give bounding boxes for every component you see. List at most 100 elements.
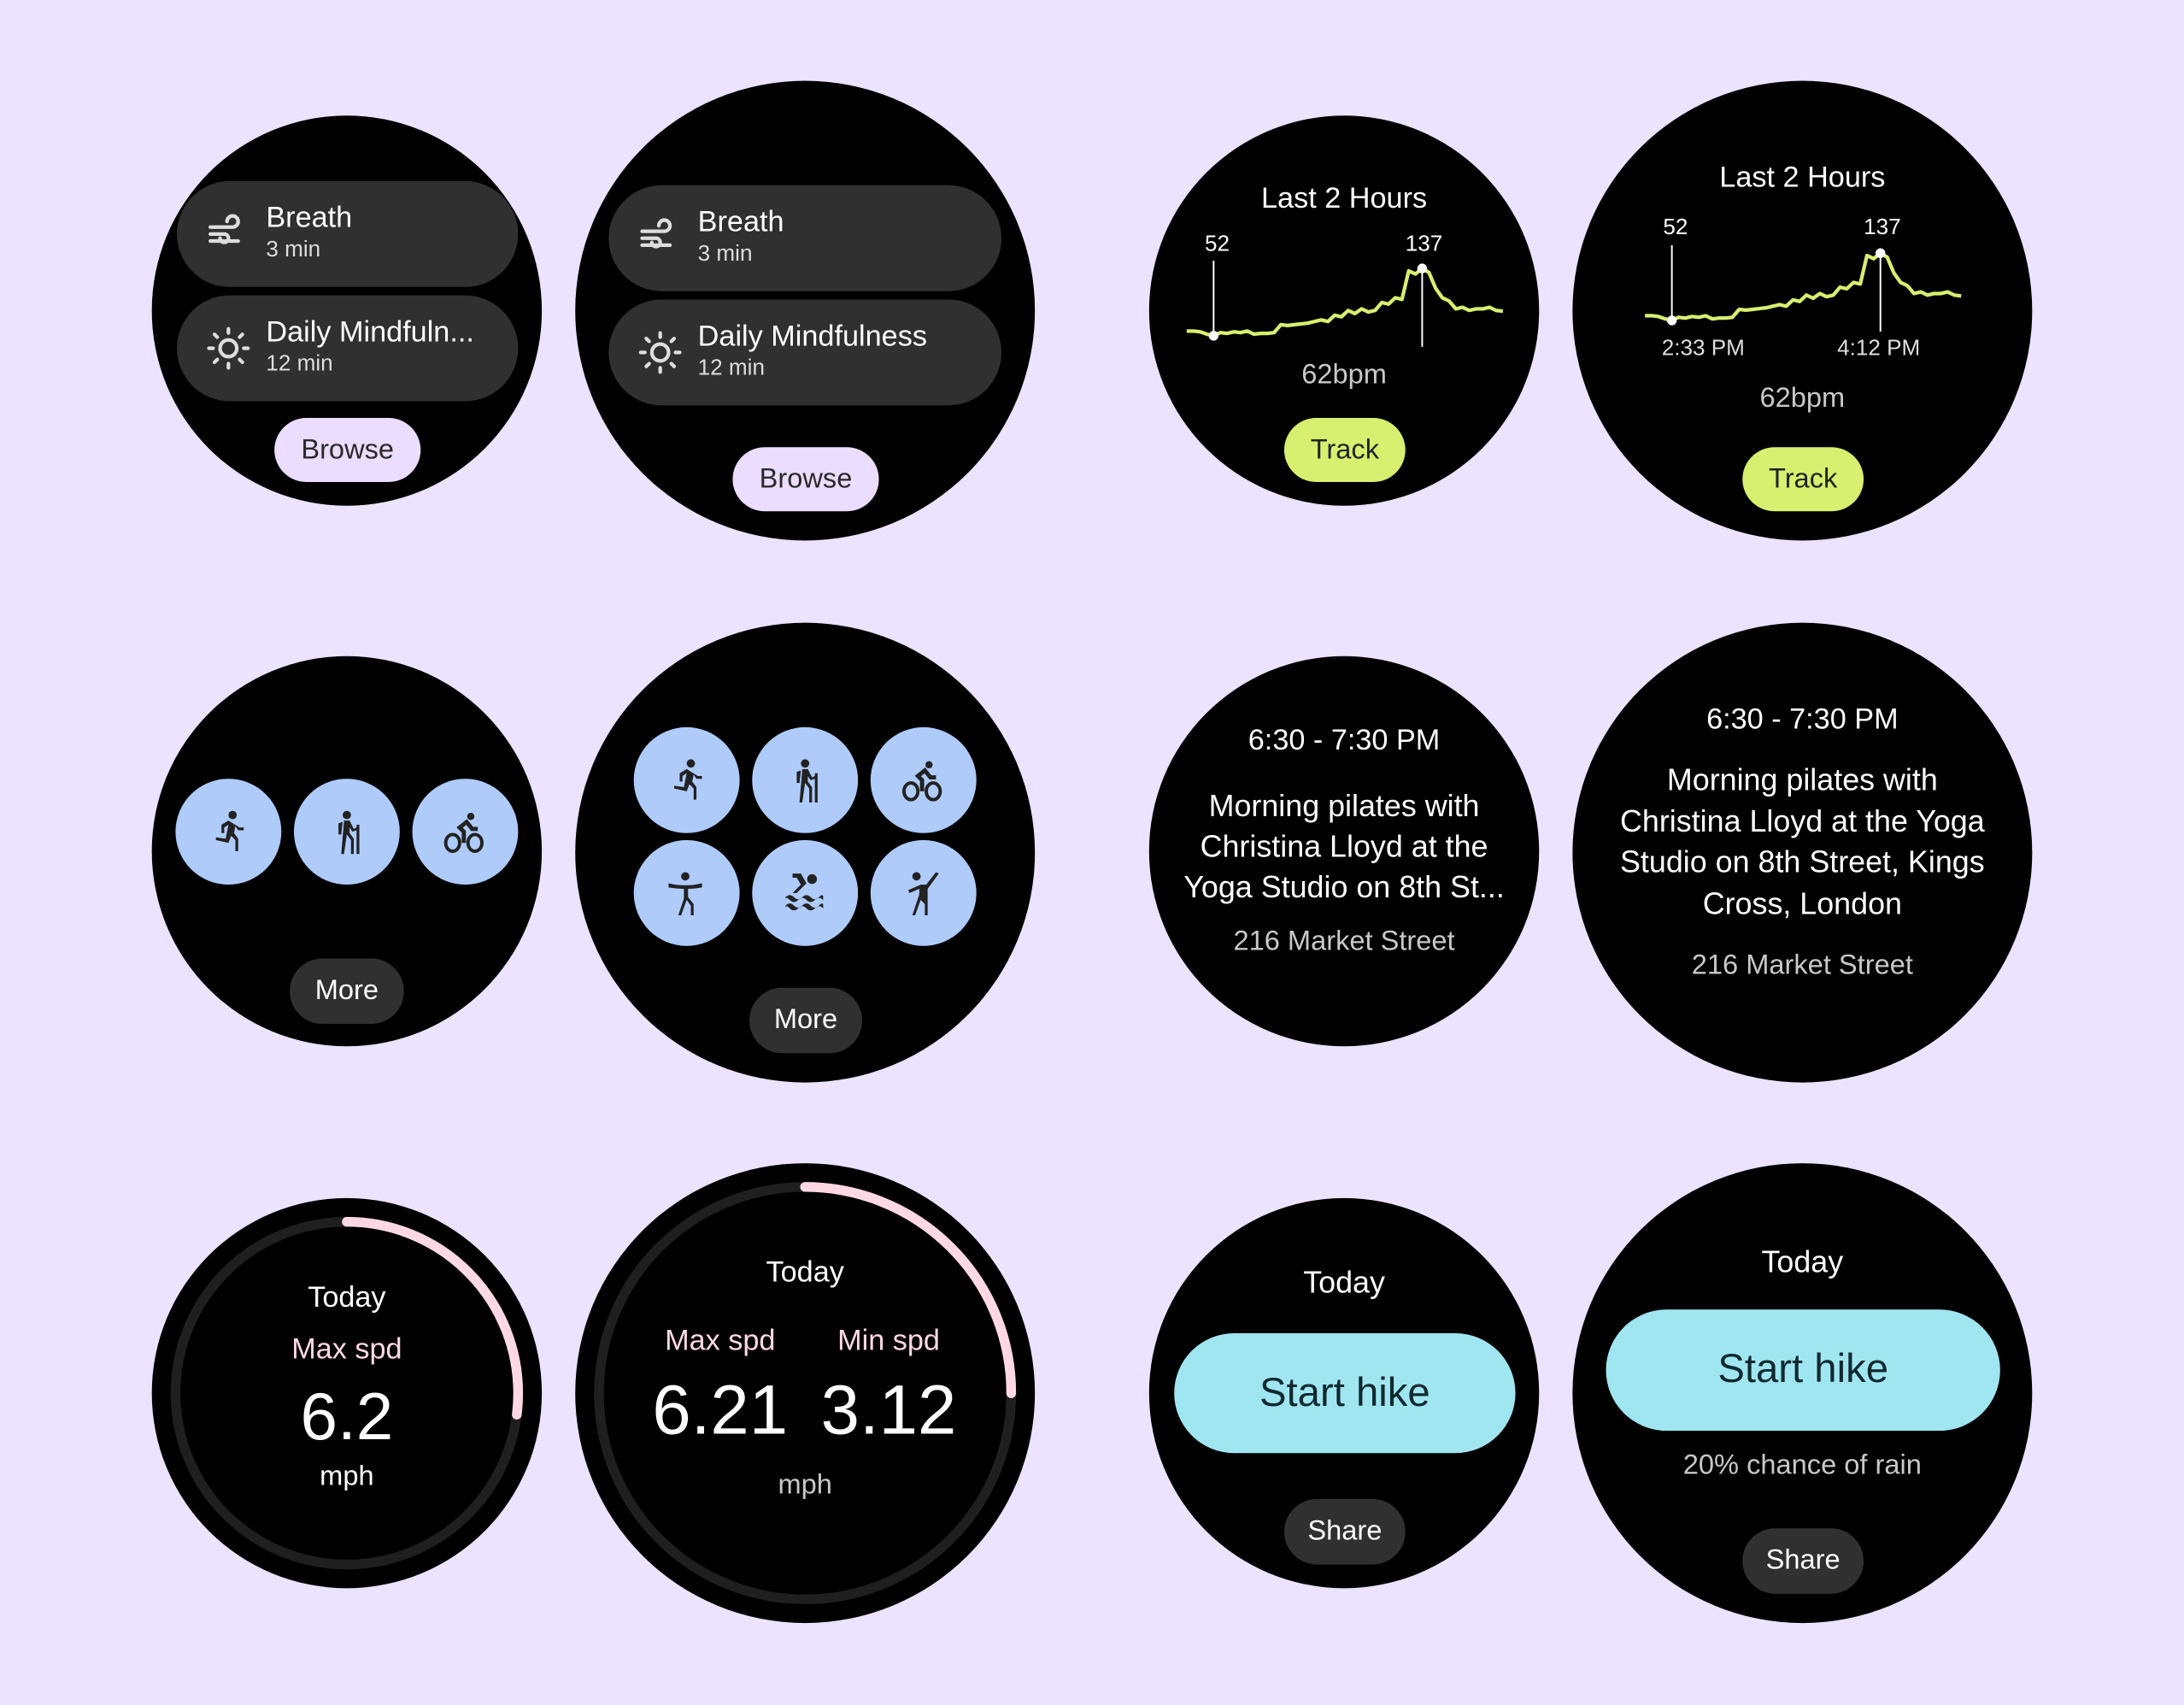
cycling-icon bbox=[442, 807, 489, 857]
max-label: 137 bbox=[1864, 215, 1901, 240]
yoga-icon bbox=[668, 872, 702, 915]
running-icon bbox=[215, 810, 244, 851]
min-speed-label: Min spd bbox=[837, 1325, 940, 1357]
hiking-button[interactable] bbox=[293, 779, 400, 885]
activities-watch-small: More bbox=[151, 656, 543, 1047]
min-time: 2:33 PM bbox=[1661, 337, 1745, 362]
bpm-value: 62bpm bbox=[1759, 383, 1846, 414]
event-time: 6:30 - 7:30 PM bbox=[1248, 724, 1441, 757]
event-time: 6:30 - 7:30 PM bbox=[1706, 703, 1899, 736]
swimming-button[interactable] bbox=[752, 839, 859, 946]
hike-title: Today bbox=[1303, 1265, 1385, 1300]
running-icon bbox=[673, 759, 702, 800]
max-speed-label: Max spd bbox=[291, 1333, 402, 1366]
event-line: Christina Lloyd at the Yoga bbox=[1620, 803, 1985, 838]
track-button[interactable]: Track bbox=[1742, 447, 1864, 512]
max-point bbox=[1417, 263, 1428, 273]
browse-button[interactable]: Browse bbox=[732, 447, 879, 512]
max-speed-value: 6.21 bbox=[652, 1371, 789, 1449]
share-button[interactable]: Share bbox=[1742, 1528, 1864, 1594]
more-button[interactable]: More bbox=[290, 958, 404, 1025]
event-line: Morning pilates with bbox=[1208, 788, 1480, 824]
sun-icon bbox=[637, 329, 684, 376]
chip-title: Daily Mindfuln... bbox=[266, 316, 474, 349]
heart-rate-line bbox=[1186, 267, 1504, 338]
chip-subtitle: 12 min bbox=[697, 356, 765, 381]
heart-rate-chart bbox=[1186, 260, 1504, 347]
heart-rate-watch-large: Last 2 Hours 52 137 2:33 PM 4:12 PM 62bp… bbox=[1572, 80, 2033, 541]
heart-rate-chart bbox=[1645, 244, 1962, 332]
min-point bbox=[1666, 315, 1677, 326]
max-speed-value: 6.2 bbox=[300, 1380, 394, 1455]
speed-title: Today bbox=[766, 1256, 844, 1289]
min-point bbox=[1208, 331, 1219, 341]
more-button[interactable]: More bbox=[749, 987, 863, 1054]
chip-title: Breath bbox=[266, 202, 353, 234]
cycling-button[interactable] bbox=[870, 726, 977, 833]
min-label: 52 bbox=[1663, 215, 1688, 240]
speed-progress-ring bbox=[170, 1216, 524, 1570]
running-button[interactable] bbox=[175, 779, 282, 885]
max-speed-label: Max spd bbox=[665, 1325, 776, 1357]
event-watch-large: 6:30 - 7:30 PM Morning pilates with Chri… bbox=[1572, 622, 2033, 1083]
event-address: 216 Market Street bbox=[1691, 950, 1913, 981]
sun-icon bbox=[205, 325, 252, 372]
speed-watch-small: Today Max spd 6.2 mph bbox=[151, 1197, 543, 1589]
max-time: 4:12 PM bbox=[1837, 337, 1921, 362]
dance-icon bbox=[907, 872, 939, 915]
running-button[interactable] bbox=[633, 726, 740, 833]
max-point bbox=[1875, 248, 1886, 258]
speed-unit: mph bbox=[778, 1469, 832, 1501]
dance-button[interactable] bbox=[870, 839, 977, 946]
daily-mindfulness-chip[interactable]: Daily Mindfuln... 12 min bbox=[177, 295, 519, 402]
rain-chance: 20% chance of rain bbox=[1682, 1449, 1922, 1481]
wind-icon bbox=[205, 210, 252, 257]
chip-subtitle: 3 min bbox=[697, 242, 753, 267]
share-button[interactable]: Share bbox=[1283, 1498, 1406, 1565]
event-line: Morning pilates with bbox=[1666, 761, 1938, 797]
min-speed-value: 3.12 bbox=[820, 1371, 957, 1449]
daily-mindfulness-chip[interactable]: Daily Mindfulness 12 min bbox=[608, 299, 1002, 406]
mindfulness-watch-large: Breath 3 min Daily Mindfulness 12 min Brow… bbox=[575, 80, 1036, 541]
chip-subtitle: 12 min bbox=[266, 352, 333, 377]
speed-progress-ring bbox=[594, 1182, 1017, 1605]
event-description: Morning pilates with Christina Lloyd at … bbox=[1572, 759, 2032, 923]
track-button[interactable]: Track bbox=[1283, 418, 1406, 483]
heart-rate-watch-small: Last 2 Hours 52 137 62bpm Track bbox=[1148, 115, 1540, 506]
event-address: 216 Market Street bbox=[1233, 926, 1455, 957]
wind-icon bbox=[637, 215, 684, 262]
hiking-button[interactable] bbox=[752, 726, 859, 833]
speed-title: Today bbox=[308, 1281, 386, 1314]
min-label: 52 bbox=[1205, 232, 1230, 256]
hiking-icon bbox=[796, 759, 818, 803]
event-line: Christina Lloyd at the bbox=[1200, 828, 1488, 864]
event-watch-small: 6:30 - 7:30 PM Morning pilates with Chri… bbox=[1148, 656, 1540, 1047]
max-label: 137 bbox=[1405, 232, 1443, 256]
chip-title: Daily Mindfulness bbox=[697, 320, 927, 353]
hike-watch-large: Today Start hike 20% chance of rain Shar… bbox=[1572, 1163, 2033, 1624]
chart-title: Last 2 Hours bbox=[1261, 182, 1428, 215]
start-hike-button[interactable]: Start hike bbox=[1174, 1333, 1516, 1454]
heart-rate-line bbox=[1645, 251, 1962, 323]
bpm-value: 62bpm bbox=[1301, 359, 1387, 391]
event-line: Studio on 8th Street, Kings bbox=[1620, 844, 1985, 879]
ring-progress bbox=[594, 1182, 1017, 1605]
ring-progress bbox=[170, 1216, 524, 1570]
start-hike-button[interactable]: Start hike bbox=[1606, 1309, 2000, 1432]
hike-watch-small: Today Start hike Share bbox=[1148, 1197, 1540, 1589]
hiking-icon bbox=[338, 810, 360, 855]
yoga-button[interactable] bbox=[633, 839, 740, 946]
browse-button[interactable]: Browse bbox=[274, 418, 421, 483]
chart-title: Last 2 Hours bbox=[1719, 162, 1886, 194]
breath-chip[interactable]: Breath 3 min bbox=[608, 185, 1002, 291]
speed-unit: mph bbox=[320, 1461, 374, 1492]
chip-subtitle: 3 min bbox=[266, 238, 321, 262]
event-line: Yoga Studio on 8th St... bbox=[1183, 869, 1505, 904]
swimming-icon bbox=[785, 873, 824, 911]
cycling-icon bbox=[900, 755, 947, 806]
hike-title: Today bbox=[1761, 1243, 1844, 1279]
mindfulness-watch-small: Breath 3 min Daily Mindfuln... 12 min Brow… bbox=[151, 115, 543, 506]
cycling-button[interactable] bbox=[412, 779, 519, 885]
event-line: Cross, London bbox=[1702, 885, 1902, 920]
breath-chip[interactable]: Breath 3 min bbox=[177, 180, 519, 287]
